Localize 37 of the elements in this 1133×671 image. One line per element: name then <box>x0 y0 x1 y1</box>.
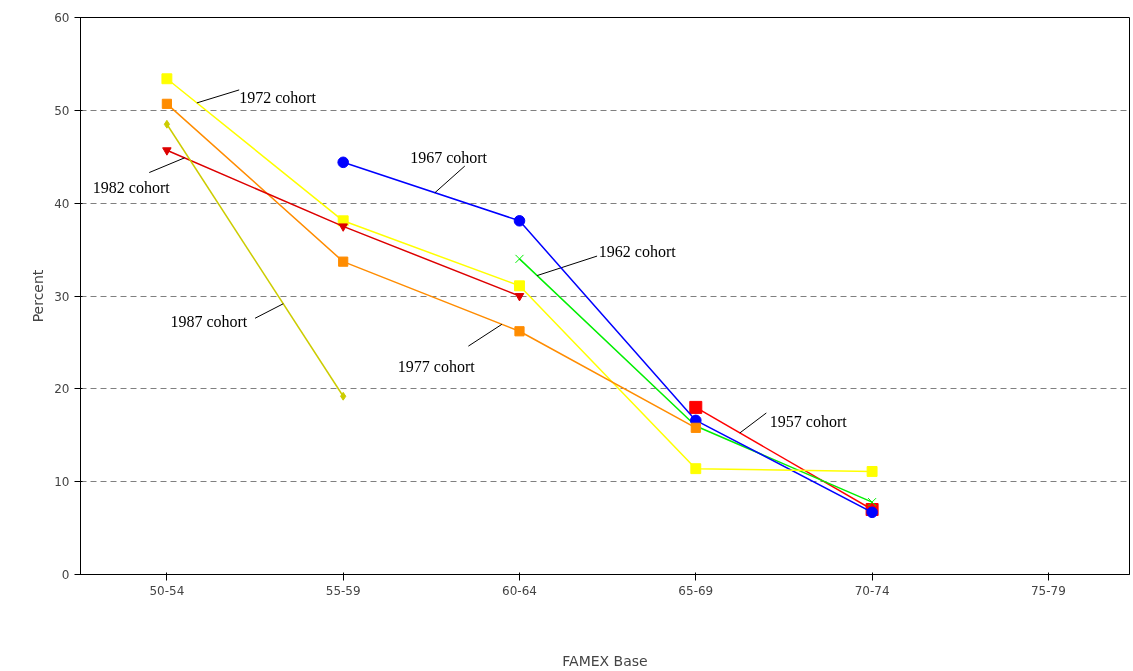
series-label: 1967 cohort <box>410 149 488 167</box>
point <box>514 280 525 292</box>
series-label: 1982 cohort <box>92 178 171 196</box>
point <box>514 293 525 302</box>
point <box>337 156 349 169</box>
point <box>689 400 703 414</box>
y-tick-label: 50 <box>54 103 70 118</box>
y-tick-label: 30 <box>54 289 70 304</box>
point <box>867 497 877 507</box>
point <box>338 223 348 232</box>
point <box>513 215 526 227</box>
y-tick-label: 0 <box>61 568 70 582</box>
series-label: 1957 cohort <box>769 412 848 430</box>
point <box>161 98 172 109</box>
y-tick-label: 20 <box>54 382 70 397</box>
y-tick-label: 40 <box>54 196 70 211</box>
x-tick-label: 55-59 <box>325 583 361 598</box>
point <box>338 256 349 267</box>
x-tick-label: 60-64 <box>502 583 537 598</box>
y-axis-title: Percent <box>30 269 47 323</box>
point <box>690 463 702 475</box>
point <box>515 254 524 264</box>
point <box>866 466 878 477</box>
point <box>162 147 172 156</box>
x-tick-label: 65-69 <box>678 583 714 598</box>
x-tick-label: 70-74 <box>854 583 890 598</box>
text: 1987 cohort <box>170 313 248 331</box>
text: 1962 cohort <box>598 242 677 260</box>
x-tick-label: 75-79 <box>1030 583 1066 598</box>
series-label: 1972 cohort <box>239 88 317 106</box>
x-tick-label: 50-54 <box>149 583 185 598</box>
point <box>161 73 173 85</box>
x-axis-title: FAMEX Base <box>562 652 648 669</box>
y-tick-label: 60 <box>54 11 70 25</box>
point <box>514 326 525 337</box>
text: 1977 cohort <box>397 358 476 376</box>
y-tick-label: 10 <box>54 475 70 490</box>
